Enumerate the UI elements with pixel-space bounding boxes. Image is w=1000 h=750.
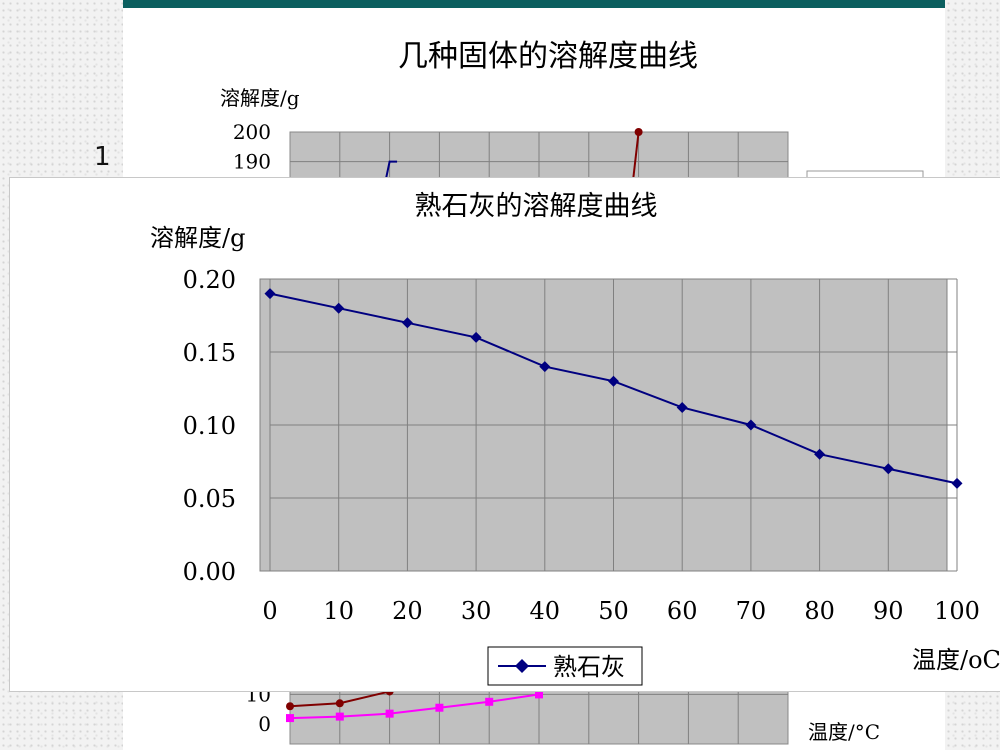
chart-title: 熟石灰的溶解度曲线 <box>415 191 658 222</box>
x-axis-label: 温度/oC <box>912 646 1000 674</box>
legend-diamond-marker <box>515 659 529 673</box>
y-tick-label: 0.15 <box>183 339 236 367</box>
x-tick-label: 20 <box>392 597 423 625</box>
y-tick-labels: 0.00 0.05 0.10 0.15 0.20 <box>183 266 236 586</box>
y-axis-label: 溶解度/g <box>150 224 245 252</box>
data-point-diamond <box>539 361 551 373</box>
slide-number: 1 <box>94 142 111 172</box>
x-tick-labels: 0 10 20 30 40 50 60 70 80 90 100 <box>262 597 980 625</box>
data-point-diamond <box>470 331 482 343</box>
x-tick-label: 80 <box>804 597 835 625</box>
data-point-diamond <box>882 463 894 475</box>
gridlines <box>269 278 958 572</box>
y-tick-label: 0.10 <box>183 412 236 440</box>
x-tick-label: 50 <box>598 597 629 625</box>
back-y-tick-label: 190 <box>233 150 271 174</box>
x-tick-label: 0 <box>262 597 277 625</box>
x-tick-label: 40 <box>530 597 561 625</box>
back-y-tick-label: 200 <box>233 120 271 144</box>
x-tick-label: 30 <box>461 597 492 625</box>
back-point-magenta <box>286 714 294 723</box>
x-tick-label: 60 <box>667 597 698 625</box>
back-point-red <box>335 699 344 708</box>
back-point-red <box>286 702 294 711</box>
x-tick-label: 90 <box>873 597 904 625</box>
back-point-magenta <box>435 703 444 712</box>
legend: 熟石灰 <box>487 646 643 686</box>
x-tick-label: 10 <box>323 597 354 625</box>
back-chart-ylabel: 溶解度/g <box>220 86 300 110</box>
data-point-diamond <box>676 401 688 413</box>
back-chart-title: 几种固体的溶解度曲线 <box>398 39 698 74</box>
data-point-diamond <box>608 375 619 387</box>
data-point-diamond <box>745 419 757 431</box>
series-line-layer <box>264 288 963 489</box>
x-tick-label: 70 <box>736 597 767 625</box>
data-point-diamond <box>401 317 413 329</box>
back-point-magenta <box>335 712 344 721</box>
back-point-magenta <box>535 690 543 699</box>
back-y-tick-label: 0 <box>258 712 271 736</box>
x-tick-label: 100 <box>934 597 980 625</box>
y-tick-label: 0.20 <box>183 266 236 294</box>
data-point-diamond <box>951 477 963 489</box>
y-tick-label: 0.00 <box>183 558 236 586</box>
legend-label: 熟石灰 <box>553 653 625 681</box>
data-point-diamond <box>264 288 276 300</box>
front-chart-card: 熟石灰的溶解度曲线 溶解度/g 0.00 0.05 0.10 0.15 0.20 0 10… <box>10 178 1000 691</box>
back-point-magenta <box>485 697 494 706</box>
data-point-diamond <box>333 302 345 314</box>
back-point-red <box>634 128 643 136</box>
data-point-diamond <box>814 448 826 460</box>
back-chart-xlabel: 温度/°C <box>808 720 880 744</box>
back-series-magenta <box>289 693 540 720</box>
back-point-magenta <box>385 709 394 718</box>
y-tick-label: 0.05 <box>183 485 236 513</box>
front-chart: 熟石灰的溶解度曲线 溶解度/g 0.00 0.05 0.10 0.15 0.20 0 10… <box>150 191 1000 686</box>
